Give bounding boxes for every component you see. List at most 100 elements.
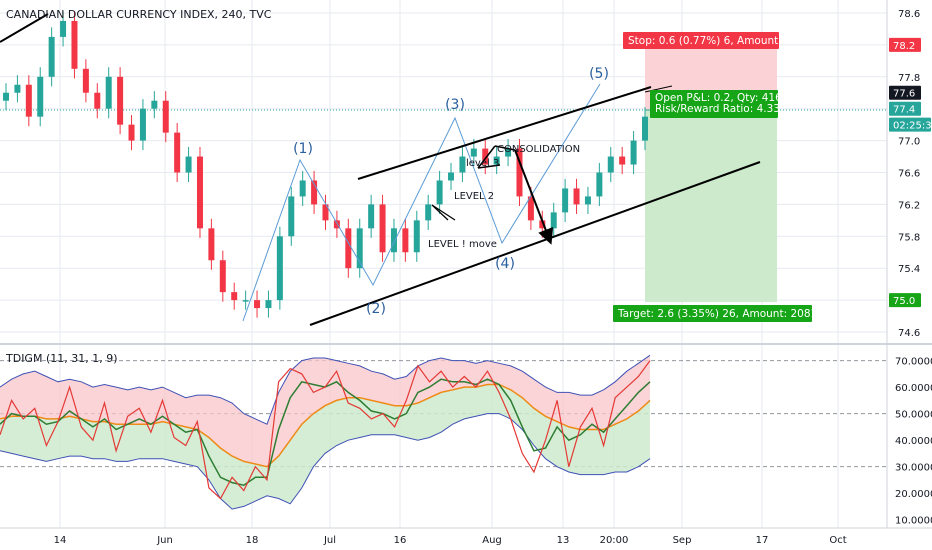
indicator-lines [0, 354, 651, 510]
annotation-level-3: level 3 [466, 158, 499, 169]
risk-reward-label: Risk/Reward Ratio: 4.33 [655, 103, 780, 115]
time-tick-label: Jul [323, 535, 336, 546]
candles [3, 11, 648, 318]
candle-body [94, 92, 101, 109]
price-tick-label: 76.6 [898, 169, 920, 180]
candle-body [642, 116, 648, 141]
candle-body [516, 148, 523, 197]
price-axis-marker-text: 78.2 [893, 41, 915, 52]
candle-body [345, 228, 352, 269]
candle-body [288, 196, 295, 237]
candle-body [71, 20, 78, 69]
candle-body [379, 204, 386, 253]
candle-body [299, 180, 306, 197]
candle-body [3, 92, 9, 101]
candle-body [390, 228, 397, 253]
candle-body [25, 84, 32, 117]
price-axis-marker-text: 02:25:31 [893, 121, 932, 132]
candle-body [527, 196, 534, 221]
candle-body [196, 156, 203, 229]
candle-body [322, 204, 329, 221]
elliott-wave-path[interactable] [242, 83, 601, 322]
indicator-axis[interactable]: 10.0000 20.0000 30.0000 40.0000 50.0000 60.00… [895, 357, 932, 527]
candle-body [333, 220, 340, 229]
price-tick-label: 75.8 [898, 232, 920, 243]
price-axis[interactable]: 74.675.075.475.876.276.677.077.477.878.2… [898, 9, 920, 339]
price-tick-label: 76.2 [898, 200, 920, 211]
annotation-level-1-move: LEVEL ! move [428, 239, 497, 250]
candle-body [630, 140, 637, 165]
indicator-tick-label: 60.0000 [895, 383, 932, 394]
time-tick-label: Oct [829, 535, 846, 546]
candle-body [185, 156, 192, 173]
candle-body [37, 76, 44, 117]
candle-body [208, 228, 215, 261]
indicator-tick-label: 30.0000 [895, 463, 932, 474]
target-zone[interactable] [645, 110, 777, 302]
time-tick-label: Jun [156, 535, 173, 546]
indicator-series-lower_band [0, 413, 651, 510]
target-label-bg [613, 305, 812, 322]
candle-body [413, 220, 420, 253]
indicator-pane: 10.0000 20.0000 30.0000 40.0000 50.0000 60.00… [0, 352, 932, 527]
target-projection-line[interactable] [644, 85, 673, 93]
level-1-arrow-2[interactable] [431, 204, 449, 221]
candle-body [619, 156, 626, 165]
indicator-tick-label: 10.0000 [895, 516, 932, 527]
candle-body [482, 148, 489, 165]
price-tick-label: 77.8 [898, 73, 920, 84]
indicator-bands [0, 355, 650, 510]
channel-lower-line[interactable] [309, 161, 761, 326]
candle-body [151, 100, 158, 109]
time-tick-label: Sep [673, 535, 692, 546]
price-tick-label: 74.6 [898, 328, 920, 339]
stop-label: Stop: 0.6 (0.77%) 6, Amount: 750.4 [628, 35, 816, 47]
annotation-level-2: LEVEL 2 [454, 191, 494, 202]
candle-body [82, 68, 89, 93]
drawings[interactable] [0, 13, 761, 326]
trend-line-top-left[interactable] [0, 13, 49, 43]
target-label: Target: 2.6 (3.35%) 26, Amount: 2081.6 [617, 308, 828, 320]
time-tick-label: 16 [394, 535, 407, 546]
consolidation-line-2[interactable] [494, 145, 516, 151]
candle-body [139, 108, 146, 141]
candle-body [596, 172, 603, 197]
channel-upper-line[interactable] [357, 86, 652, 180]
level-1-arrow[interactable] [431, 204, 456, 221]
candle-body [162, 100, 169, 133]
upper-band-fill [0, 355, 650, 467]
candle-body [550, 212, 557, 229]
price-pane: (1) (2) (3) (4) (5) CONSOLIDATION level … [0, 0, 887, 528]
candle-body [117, 76, 124, 125]
candle-body [231, 292, 238, 301]
consolidation-line-3[interactable] [477, 164, 501, 169]
price-tick-label: 77.0 [898, 137, 920, 148]
price-tick-label: 75.4 [898, 264, 920, 275]
candle-body [573, 188, 580, 205]
candle-body [459, 156, 466, 173]
position-tool[interactable] [645, 46, 777, 302]
indicator-tick-label: 70.0000 [895, 357, 932, 368]
candle-body [48, 36, 55, 77]
candle-body [448, 172, 455, 181]
wave-label-1: (1) [293, 141, 313, 157]
wave-label-4: (4) [495, 256, 515, 272]
wave-label-3: (3) [445, 97, 465, 113]
candle-body [356, 228, 363, 269]
price-axis-labels: 78.2 77.6 77.4 02:25:31 75.0 [889, 37, 932, 308]
price-axis-marker-text: 77.6 [893, 89, 915, 100]
indicator-tick-label: 40.0000 [895, 436, 932, 447]
consolidation-line-1[interactable] [477, 145, 496, 169]
time-tick-label: 14 [54, 535, 67, 546]
candle-body [276, 236, 283, 301]
candle-body [607, 156, 614, 173]
candle-body [493, 156, 500, 165]
wave-label-5: (5) [589, 66, 609, 82]
breakdown-arrow[interactable] [514, 149, 554, 245]
candle-body [505, 148, 512, 157]
time-tick-label: 13 [557, 535, 570, 546]
time-axis[interactable]: 14 Jun 18 Jul 16 Aug 13 20:00 Sep 17 Oct [54, 535, 847, 546]
candle-body [562, 188, 569, 213]
price-axis-marker [889, 37, 921, 52]
